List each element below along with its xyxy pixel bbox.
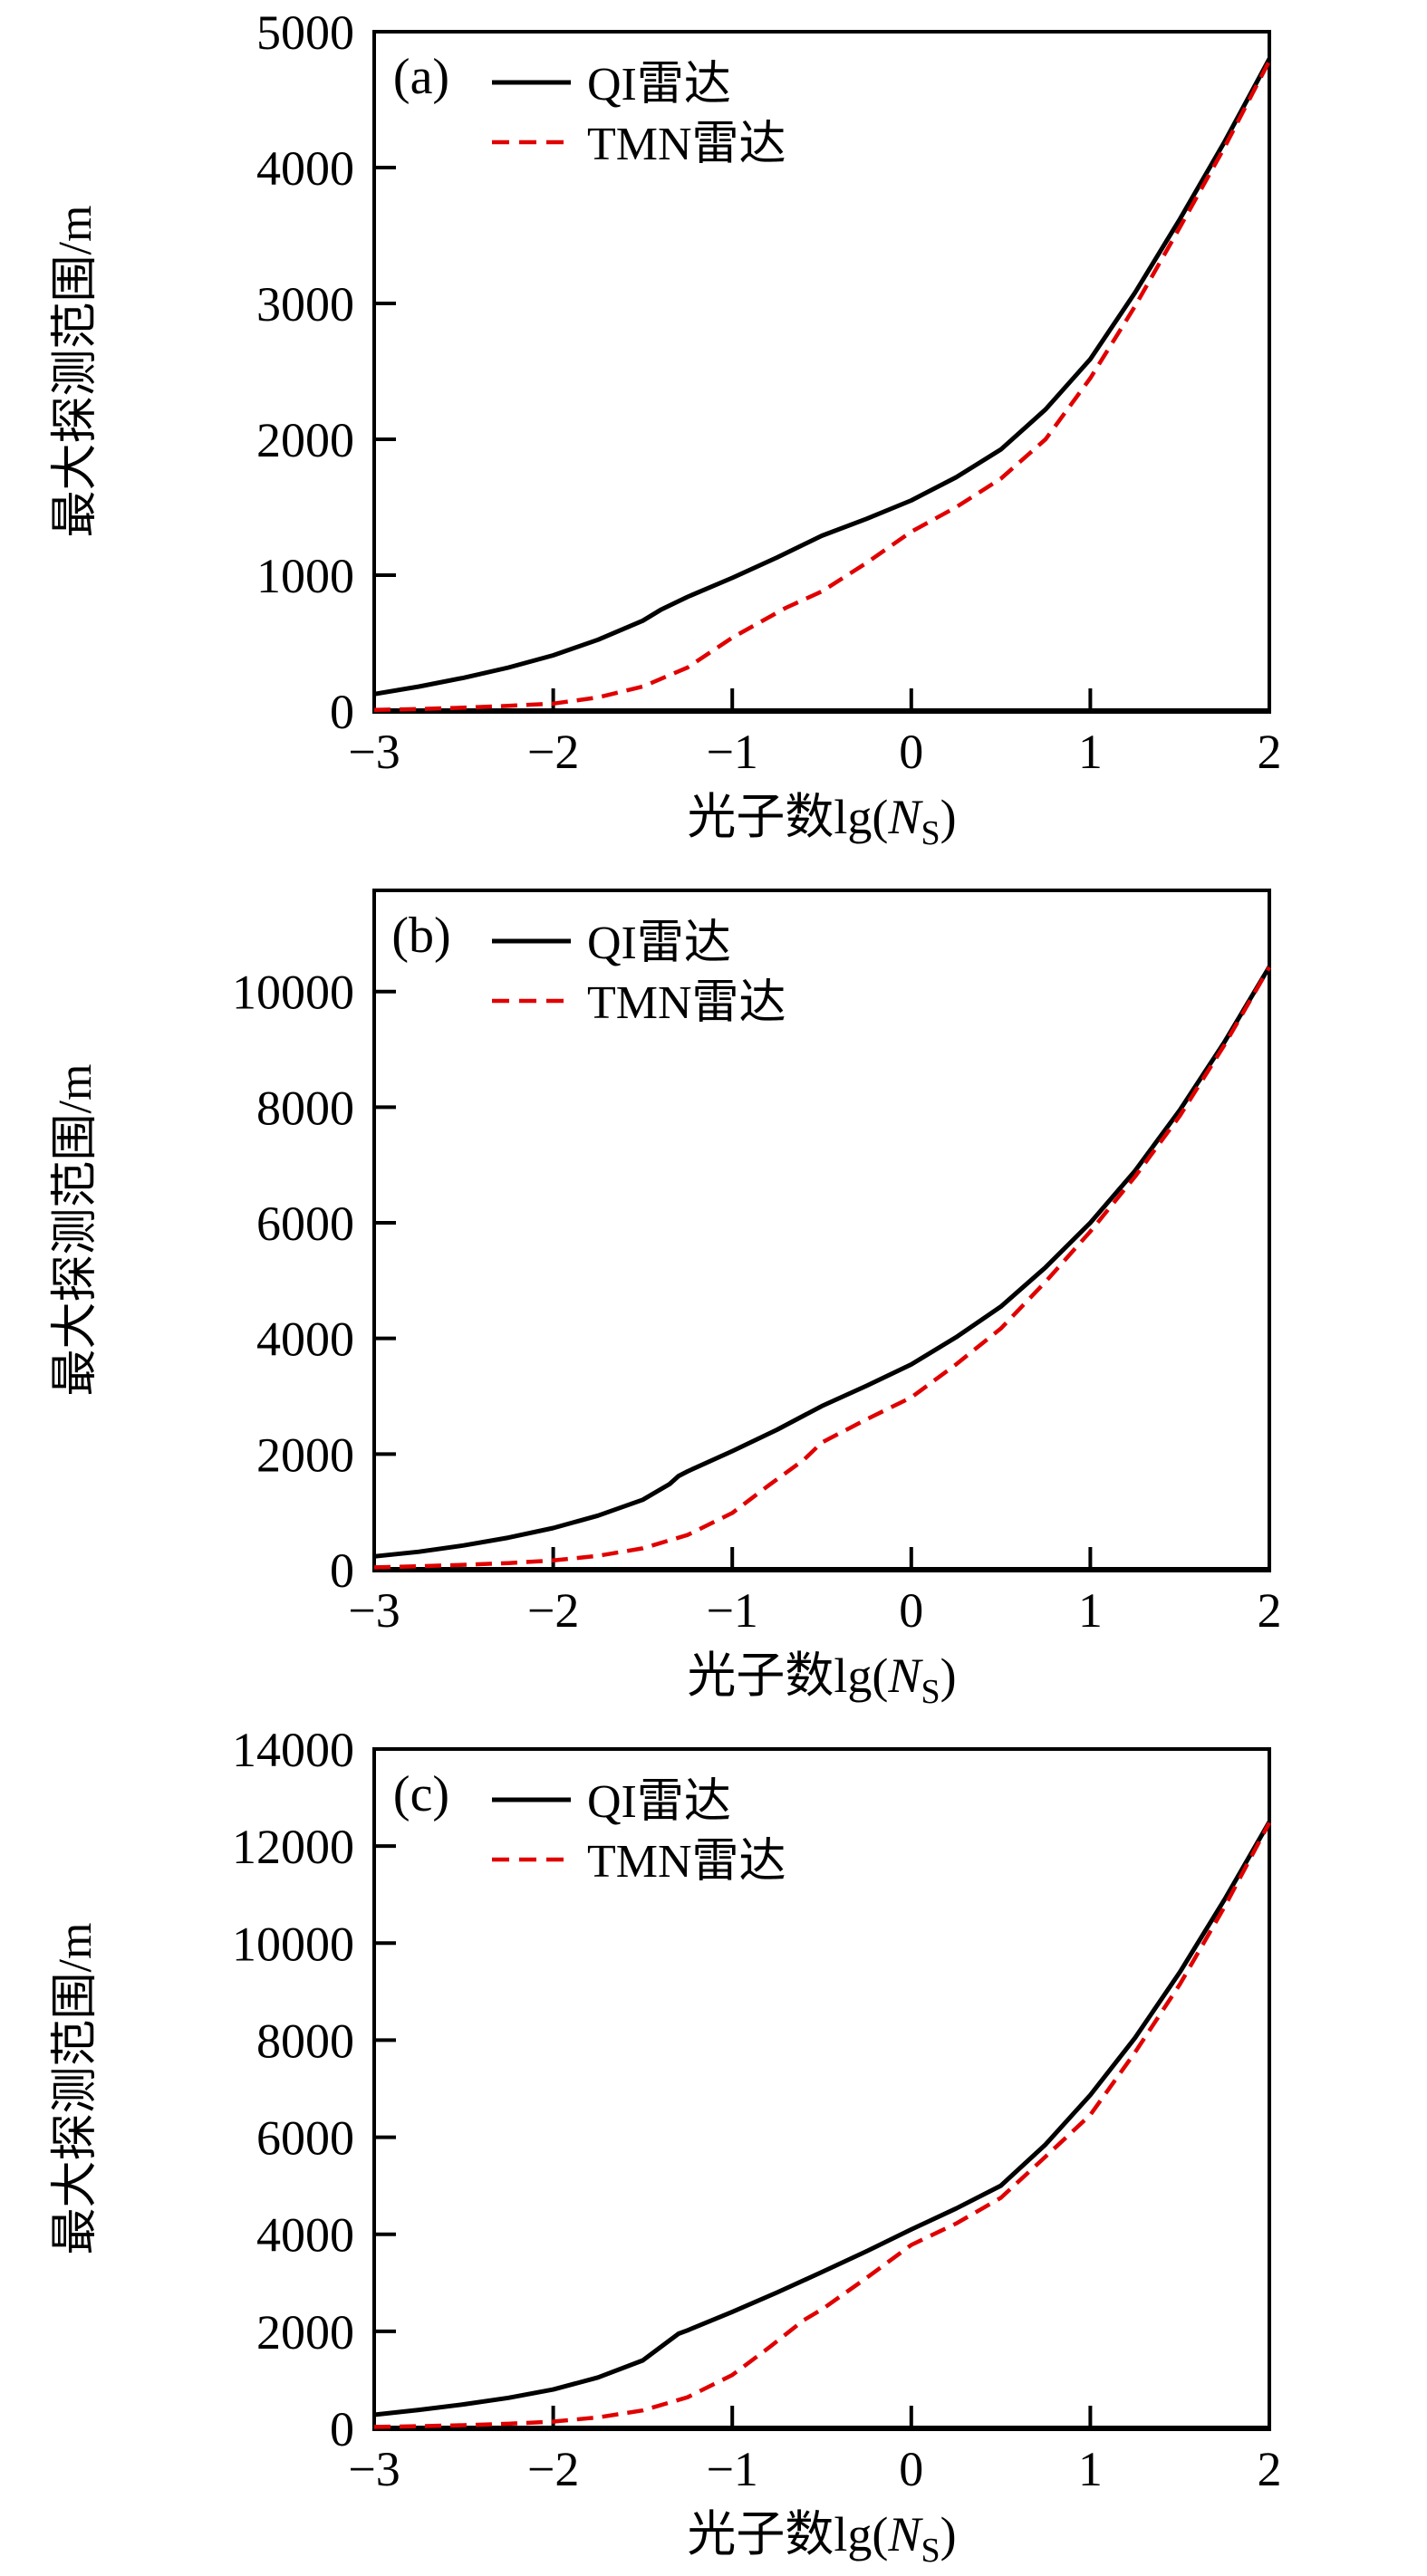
y-tick-label: 10000 bbox=[232, 1917, 354, 1971]
series-tmn-line bbox=[373, 966, 1271, 1570]
y-tick-label: 12000 bbox=[232, 1820, 354, 1874]
x-tick-label: −3 bbox=[348, 725, 400, 779]
legend-label-qi: QI雷达 bbox=[587, 918, 731, 969]
x-tick-label: 1 bbox=[1078, 2442, 1103, 2496]
series-qi-line bbox=[373, 1821, 1272, 2417]
plot-frame bbox=[372, 30, 1271, 713]
x-tick-label: −2 bbox=[527, 2442, 579, 2496]
y-tick-label: 2000 bbox=[256, 2305, 354, 2360]
y-tick-label: 10000 bbox=[232, 966, 354, 1020]
chart-a: −3 −2 −1 0 1 2 0 1000 2000 3000 4000 5000 光子数lg(NS) 最… bbox=[50, 5, 1282, 852]
x-tick-label: −2 bbox=[527, 1583, 579, 1638]
panel-letter: (c) bbox=[393, 1766, 449, 1822]
plot-frame bbox=[372, 889, 1271, 1572]
series-qi-line bbox=[373, 966, 1272, 1559]
panel-a: −3 −2 −1 0 1 2 0 1000 2000 3000 4000 5000 光子数lg(NS) 最… bbox=[0, 0, 1427, 859]
y-tick-label: 8000 bbox=[256, 1081, 354, 1135]
x-tick-label: −3 bbox=[348, 1583, 400, 1638]
x-tick-label: 2 bbox=[1258, 1583, 1282, 1638]
y-tick-label: 3000 bbox=[256, 277, 354, 332]
y-axis-label: 最大探测范围/m bbox=[50, 1923, 101, 2255]
x-tick-label: 0 bbox=[899, 1583, 923, 1638]
y-tick-label: 14000 bbox=[232, 1723, 354, 1777]
x-tick-label: 0 bbox=[899, 2442, 923, 2496]
panel-c: −3 −2 −1 0 1 2 0 2000 4000 6000 8000 10000 12000 1400… bbox=[0, 1717, 1427, 2576]
series-qi-line bbox=[373, 57, 1272, 697]
x-tick-label: −2 bbox=[527, 725, 579, 779]
y-tick-label: 5000 bbox=[256, 5, 354, 60]
panel-b: −3 −2 −1 0 1 2 0 2000 4000 6000 8000 10000 光子数lg(NS)… bbox=[0, 859, 1427, 1717]
x-tick-label: −3 bbox=[348, 2442, 400, 2496]
x-tick-label: 2 bbox=[1258, 725, 1282, 779]
y-tick-label: 0 bbox=[330, 685, 354, 739]
x-axis-label: 光子数lg(NS) bbox=[687, 1648, 956, 1711]
x-tick-label: −1 bbox=[706, 2442, 757, 2496]
y-axis-label: 最大探测范围/m bbox=[50, 1064, 101, 1397]
chart-c: −3 −2 −1 0 1 2 0 2000 4000 6000 8000 10000 12000 1400… bbox=[50, 1723, 1282, 2570]
series-tmn-line bbox=[373, 60, 1271, 713]
x-tick-label: 0 bbox=[899, 725, 923, 779]
legend-label-tmn: TMN雷达 bbox=[587, 119, 786, 170]
legend-label-qi: QI雷达 bbox=[587, 1776, 731, 1828]
x-tick-label: 1 bbox=[1078, 1583, 1103, 1638]
x-tick-label: 2 bbox=[1258, 2442, 1282, 2496]
panel-letter: (b) bbox=[391, 908, 450, 964]
y-tick-label: 6000 bbox=[256, 1197, 354, 1251]
y-tick-label: 8000 bbox=[256, 2014, 354, 2068]
y-axis-label: 最大探测范围/m bbox=[50, 206, 101, 538]
series-tmn-line bbox=[373, 1821, 1271, 2429]
y-tick-label: 2000 bbox=[256, 1427, 354, 1482]
panel-letter: (a) bbox=[393, 49, 449, 105]
y-tick-label: 4000 bbox=[256, 2208, 354, 2263]
y-tick-label: 2000 bbox=[256, 413, 354, 467]
y-tick-label: 1000 bbox=[256, 549, 354, 603]
y-tick-label: 4000 bbox=[256, 141, 354, 196]
plot-frame bbox=[372, 1747, 1271, 2430]
y-tick-label: 0 bbox=[330, 1543, 354, 1598]
chart-b: −3 −2 −1 0 1 2 0 2000 4000 6000 8000 10000 光子数lg(NS)… bbox=[50, 889, 1282, 1711]
legend-label-tmn: TMN雷达 bbox=[587, 1836, 786, 1888]
legend-label-tmn: TMN雷达 bbox=[587, 977, 786, 1029]
x-tick-label: −1 bbox=[706, 1583, 757, 1638]
x-tick-label: 1 bbox=[1078, 725, 1103, 779]
y-tick-label: 4000 bbox=[256, 1312, 354, 1367]
y-tick-label: 0 bbox=[330, 2402, 354, 2456]
x-tick-label: −1 bbox=[706, 725, 757, 779]
x-axis-label: 光子数lg(NS) bbox=[687, 790, 956, 852]
legend-label-qi: QI雷达 bbox=[587, 59, 731, 111]
y-tick-label: 6000 bbox=[256, 2111, 354, 2166]
x-axis-label: 光子数lg(NS) bbox=[687, 2507, 956, 2570]
